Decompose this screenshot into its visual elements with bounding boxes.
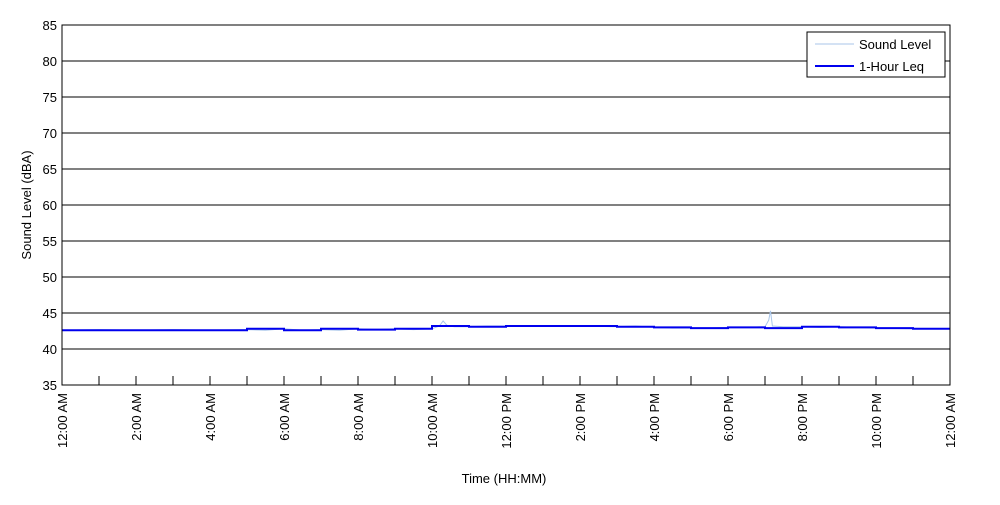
legend-label-sound-level: Sound Level bbox=[859, 37, 931, 52]
y-tick-label: 75 bbox=[43, 90, 57, 105]
x-tick-label: 12:00 PM bbox=[499, 393, 514, 449]
x-tick-label: 4:00 PM bbox=[647, 393, 662, 441]
y-tick-label: 40 bbox=[43, 342, 57, 357]
x-axis-ticks: 12:00 AM 2:00 AM 4:00 AM 6:00 AM 8:00 AM 10:0… bbox=[55, 376, 958, 449]
y-tick-label: 55 bbox=[43, 234, 57, 249]
x-tick-label: 8:00 AM bbox=[351, 393, 366, 441]
legend: Sound Level 1-Hour Leq bbox=[806, 31, 946, 78]
x-tick-label: 4:00 AM bbox=[203, 393, 218, 441]
x-tick-label: 6:00 PM bbox=[721, 393, 736, 441]
y-tick-label: 45 bbox=[43, 306, 57, 321]
x-tick-label: 6:00 AM bbox=[277, 393, 292, 441]
y-tick-label: 50 bbox=[43, 270, 57, 285]
y-axis-ticks: 35 40 45 50 55 60 65 70 75 80 85 bbox=[43, 18, 57, 393]
y-tick-label: 80 bbox=[43, 54, 57, 69]
x-tick-label: 2:00 AM bbox=[129, 393, 144, 441]
y-tick-label: 65 bbox=[43, 162, 57, 177]
series-line-1-hour-leq bbox=[62, 325, 950, 332]
x-axis-label: Time (HH:MM) bbox=[462, 471, 547, 486]
y-axis-label: Sound Level (dBA) bbox=[19, 150, 34, 259]
x-tick-label: 10:00 PM bbox=[869, 393, 884, 449]
y-tick-label: 70 bbox=[43, 126, 57, 141]
x-tick-label: 12:00 AM bbox=[943, 393, 958, 448]
y-tick-label: 35 bbox=[43, 378, 57, 393]
legend-box bbox=[806, 31, 946, 78]
y-tick-label: 85 bbox=[43, 18, 57, 33]
y-tick-label: 60 bbox=[43, 198, 57, 213]
x-tick-label: 10:00 AM bbox=[425, 393, 440, 448]
grid-lines bbox=[62, 60, 950, 350]
x-tick-label: 2:00 PM bbox=[573, 393, 588, 441]
x-tick-label: 12:00 AM bbox=[55, 393, 70, 448]
series-layer bbox=[61, 310, 950, 332]
legend-label-1-hour-leq: 1-Hour Leq bbox=[859, 59, 924, 74]
x-tick-label: 8:00 PM bbox=[795, 393, 810, 441]
